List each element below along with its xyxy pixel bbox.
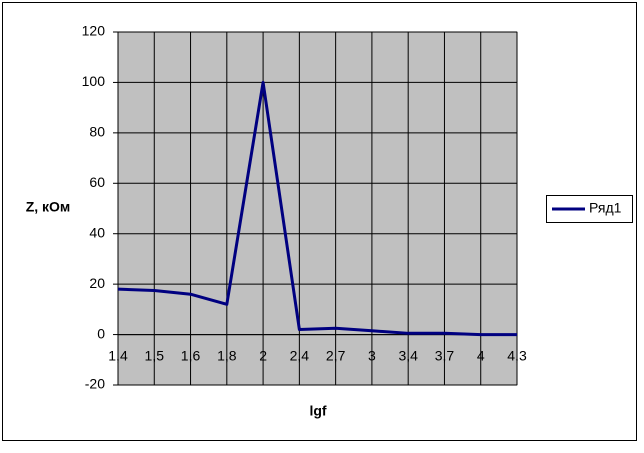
x-tick-label: 1,6 (181, 347, 201, 363)
x-tick-label: 2,7 (326, 347, 346, 363)
x-tick-label: 3,7 (435, 347, 455, 363)
y-tick-label: 80 (89, 124, 105, 140)
y-tick-label: 100 (82, 73, 106, 89)
plot-area (117, 31, 518, 386)
data-line (117, 80, 517, 337)
x-tick-label: 1,4 (108, 347, 128, 363)
x-tick-label: 1,8 (217, 347, 237, 363)
y-tick-label: 60 (89, 174, 105, 190)
x-tick-label: 4 (477, 347, 485, 363)
y-tick-label: 120 (82, 23, 106, 39)
y-axis-title: Z, кОм (26, 199, 71, 215)
legend-label: Ряд1 (589, 200, 622, 216)
y-tick-label: 40 (89, 224, 105, 240)
y-tick-label: 20 (89, 275, 105, 291)
y-tick-label: 0 (97, 325, 105, 341)
x-tick-label: 1,5 (145, 347, 165, 363)
y-tick-label: -20 (85, 376, 105, 392)
x-tick-label: 4,3 (507, 347, 527, 363)
x-tick-label: 3 (368, 347, 376, 363)
x-axis-title: lgf (309, 403, 326, 419)
x-tick-label: 2,4 (290, 347, 310, 363)
x-tick-label: 3,4 (398, 347, 418, 363)
x-tick-label: 2 (259, 347, 267, 363)
